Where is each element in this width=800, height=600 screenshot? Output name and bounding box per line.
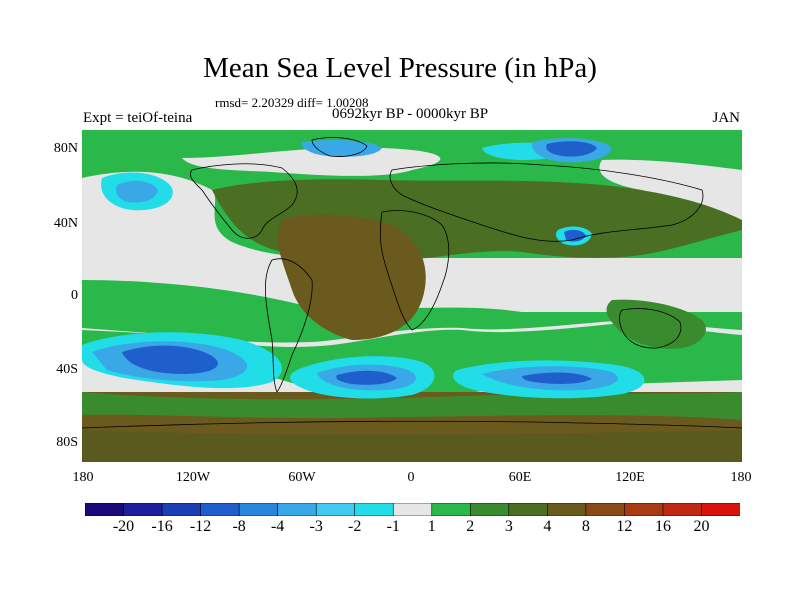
colorbar-swatch [469,503,510,516]
lon-label-120e: 120E [615,470,645,485]
low-core-tibet [564,229,586,242]
colorbar-swatch [624,503,664,516]
greenland-outline [311,137,368,157]
lon-label-120w: 120W [175,470,211,485]
lon-label-0: 0 [407,470,415,485]
colorbar-swatch [161,503,202,516]
eurasia-outline [389,162,704,242]
colorbar-swatch [277,503,317,516]
colorbar-label: 2 [466,518,475,535]
lon-label-60w: 60W [288,470,316,485]
colorbar-swatch [315,503,356,516]
colorbar-label: 12 [616,518,633,535]
colorbar-swatch [431,503,472,516]
colorbar-label: 8 [581,518,590,535]
lat-label-0: 0 [71,288,78,303]
colorbar-swatch [200,503,240,516]
lon-label-180w: 180 [72,470,94,485]
colorbar-swatch [354,503,395,516]
colorbar-label: -4 [270,518,285,535]
colorbar-label: 20 [693,518,710,535]
lat-label-40n: 40N [53,216,78,231]
lat-label-80n: 80N [53,141,78,156]
colorbar [85,503,740,516]
colorbar-label: 16 [654,518,671,535]
grey-region-arctic [182,147,441,176]
olive-region-southern-ocean [82,392,742,420]
colorbar-label: -8 [232,518,246,535]
low-core-indian-ocean [522,372,592,384]
colorbar-label: -12 [189,518,212,535]
colorbar-swatch [547,503,587,516]
colorbar-label: -2 [348,518,362,535]
colorbar-swatch [585,503,626,516]
month-label: JAN [712,110,740,126]
stats-line: rmsd= 2.20329 diff= 1.00208 [215,95,369,110]
colorbar-label: -16 [151,518,173,535]
north-america-outline [189,163,298,239]
colorbar-label: -3 [309,518,323,535]
olive-region-australia [606,299,706,349]
lat-label-40s: 40S [56,362,78,377]
colorbar-label: -1 [386,518,400,535]
lat-label-80s: 80S [56,435,78,450]
lon-label-60e: 60E [508,470,532,485]
dark-region-antarctica [82,430,742,462]
colorbar-swatch [238,503,279,516]
colorbar-label: 3 [504,518,513,535]
coastlines [82,137,742,429]
low-blue-north-pacific [116,180,158,203]
colorbar-label: 1 [427,518,436,535]
experiment-label: Expt = teiOf-teina [83,110,193,126]
australia-outline [618,308,682,349]
brown-region-atlantic-africa [277,214,426,340]
pressure-anomaly-map [82,130,742,462]
low-core-arctic-east [546,141,597,157]
colorbar-swatch [508,503,549,516]
colorbar-swatch [123,503,163,516]
low-core-south-pacific [122,345,218,374]
low-core-south-atlantic [336,370,397,385]
colorbar-label: 4 [543,518,552,535]
colorbar-swatch [662,503,703,516]
map-title: Mean Sea Level Pressure (in hPa) [203,52,597,84]
colorbar-swatch [85,503,125,516]
colorbar-label: -20 [112,518,135,535]
colorbar-swatch [701,503,740,516]
africa-outline [379,210,450,331]
antarctica-outline [82,420,742,429]
lon-label-180e: 180 [730,470,752,485]
south-america-outline [264,258,313,393]
map-subtitle: 0692kyr BP - 0000kyr BP [331,106,489,122]
colorbar-swatch [392,503,433,516]
